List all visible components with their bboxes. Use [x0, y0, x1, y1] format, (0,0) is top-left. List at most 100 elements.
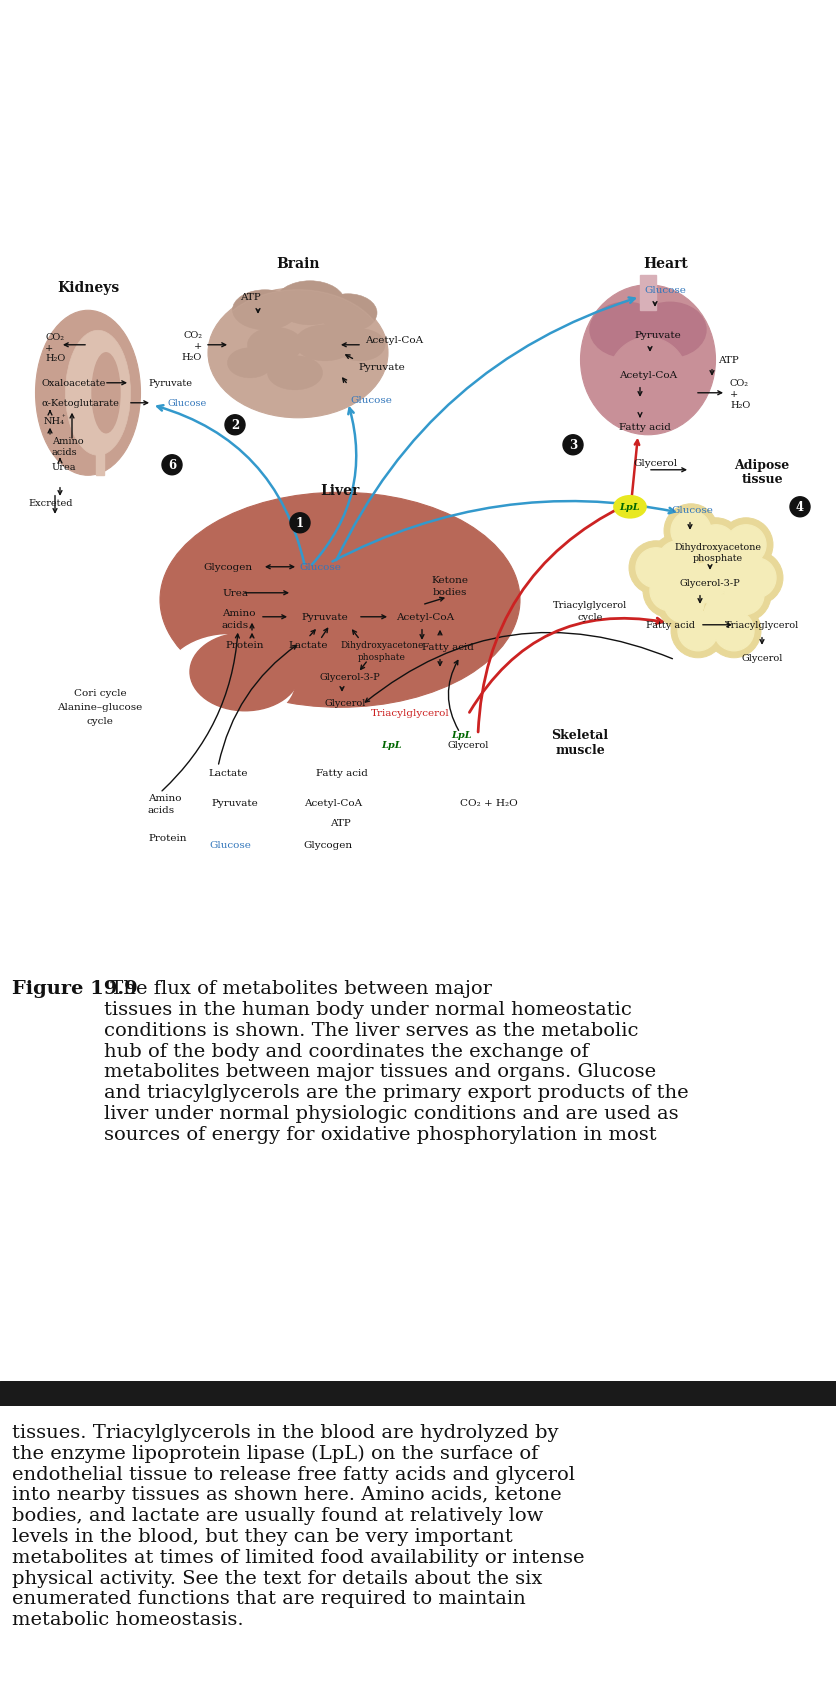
Text: LpL: LpL [451, 731, 472, 740]
Text: Kidneys: Kidneys [57, 281, 119, 295]
Text: Fatty acid: Fatty acid [422, 643, 474, 651]
Circle shape [724, 576, 764, 616]
Text: Glycerol-3-P: Glycerol-3-P [680, 580, 741, 588]
Text: ATP: ATP [329, 818, 350, 829]
Text: Urea: Urea [52, 464, 77, 472]
Circle shape [689, 518, 743, 573]
Text: H₂O: H₂O [181, 353, 202, 361]
Bar [96, 435, 104, 476]
Text: Adipose: Adipose [734, 459, 790, 472]
Circle shape [636, 549, 676, 588]
Circle shape [671, 512, 711, 551]
Text: Glucose: Glucose [350, 396, 392, 406]
Text: Glycerol: Glycerol [447, 742, 489, 750]
Text: Pyruvate: Pyruvate [148, 379, 192, 389]
Text: 4: 4 [796, 501, 804, 513]
Circle shape [679, 556, 733, 610]
Circle shape [697, 588, 751, 643]
Text: +: + [194, 343, 202, 351]
Circle shape [308, 740, 328, 759]
Circle shape [678, 612, 718, 651]
Circle shape [563, 435, 583, 455]
Text: 5: 5 [314, 743, 322, 755]
Circle shape [714, 612, 754, 651]
Text: Glucose: Glucose [644, 286, 686, 295]
Text: Glycerol-3-P: Glycerol-3-P [319, 673, 380, 682]
Text: +: + [730, 390, 738, 399]
Bar [640, 276, 656, 310]
Ellipse shape [126, 762, 513, 899]
Text: ATP: ATP [718, 356, 739, 365]
Text: Glycerol: Glycerol [324, 699, 365, 708]
Ellipse shape [590, 303, 662, 358]
Text: CO₂: CO₂ [730, 379, 749, 389]
Text: Glucose: Glucose [168, 399, 207, 407]
Text: Dihydroxyacetone: Dihydroxyacetone [675, 542, 762, 552]
Text: α-Ketoglutarate: α-Ketoglutarate [42, 399, 120, 407]
Text: ATP: ATP [240, 293, 260, 302]
Ellipse shape [634, 303, 706, 358]
Text: Pyruvate: Pyruvate [302, 612, 349, 622]
Ellipse shape [208, 288, 388, 418]
Ellipse shape [319, 295, 377, 332]
Circle shape [704, 595, 744, 636]
Text: Fatty acid: Fatty acid [316, 769, 368, 777]
Text: Triacylglycerol: Triacylglycerol [725, 621, 799, 629]
Text: Pyruvate: Pyruvate [635, 331, 681, 339]
Text: LpL: LpL [382, 742, 402, 750]
Ellipse shape [65, 331, 130, 455]
Text: Liver: Liver [320, 484, 359, 498]
Ellipse shape [608, 338, 688, 423]
Text: acids: acids [148, 806, 175, 815]
Text: Acetyl-CoA: Acetyl-CoA [619, 372, 677, 380]
Circle shape [729, 551, 783, 605]
Text: Lactate: Lactate [288, 641, 328, 650]
Circle shape [671, 604, 725, 658]
Text: Brain: Brain [276, 257, 319, 271]
Ellipse shape [35, 310, 140, 476]
Text: Amino: Amino [222, 609, 256, 617]
Text: Heart: Heart [644, 257, 688, 271]
Text: The flux of metabolites between major
tissues in the human body under normal hom: The flux of metabolites between major ti… [104, 980, 689, 1142]
Ellipse shape [335, 329, 385, 361]
Ellipse shape [232, 290, 298, 331]
Text: Figure 19.9: Figure 19.9 [12, 980, 138, 997]
Text: Glycerol: Glycerol [742, 655, 782, 663]
Ellipse shape [446, 725, 478, 747]
Circle shape [711, 539, 765, 592]
Circle shape [718, 546, 758, 585]
Text: Glycogen: Glycogen [303, 841, 353, 849]
Text: Pyruvate: Pyruvate [358, 363, 405, 372]
Ellipse shape [160, 493, 520, 708]
Text: Dihydroxyacetone: Dihydroxyacetone [340, 641, 424, 650]
Circle shape [657, 576, 711, 631]
Text: Acetyl-CoA: Acetyl-CoA [396, 612, 454, 622]
Text: Urea: Urea [222, 588, 248, 598]
Circle shape [686, 563, 726, 604]
Text: muscle: muscle [555, 743, 605, 757]
Circle shape [290, 513, 310, 534]
Ellipse shape [247, 327, 303, 363]
Text: Glucose: Glucose [209, 841, 251, 849]
Text: acids: acids [52, 448, 78, 457]
Circle shape [658, 542, 698, 581]
Text: Glycogen: Glycogen [203, 563, 252, 571]
Text: Glycerol: Glycerol [633, 459, 677, 467]
Text: H₂O: H₂O [45, 355, 65, 363]
Ellipse shape [190, 633, 300, 711]
Text: phosphate: phosphate [358, 653, 406, 662]
Text: Triacylglycerol: Triacylglycerol [370, 709, 450, 718]
Text: ⁺: ⁺ [62, 414, 65, 421]
Circle shape [162, 455, 182, 476]
Text: acids: acids [222, 621, 249, 629]
Ellipse shape [295, 326, 355, 361]
Text: cycle: cycle [87, 716, 114, 726]
Text: Alanine–glucose: Alanine–glucose [58, 702, 143, 713]
Circle shape [696, 525, 736, 566]
Text: Glucose: Glucose [671, 506, 713, 515]
Text: CO₂: CO₂ [45, 332, 64, 343]
Text: Protein: Protein [148, 834, 186, 842]
Text: cycle: cycle [578, 612, 603, 622]
Circle shape [225, 416, 245, 435]
Circle shape [664, 505, 718, 559]
